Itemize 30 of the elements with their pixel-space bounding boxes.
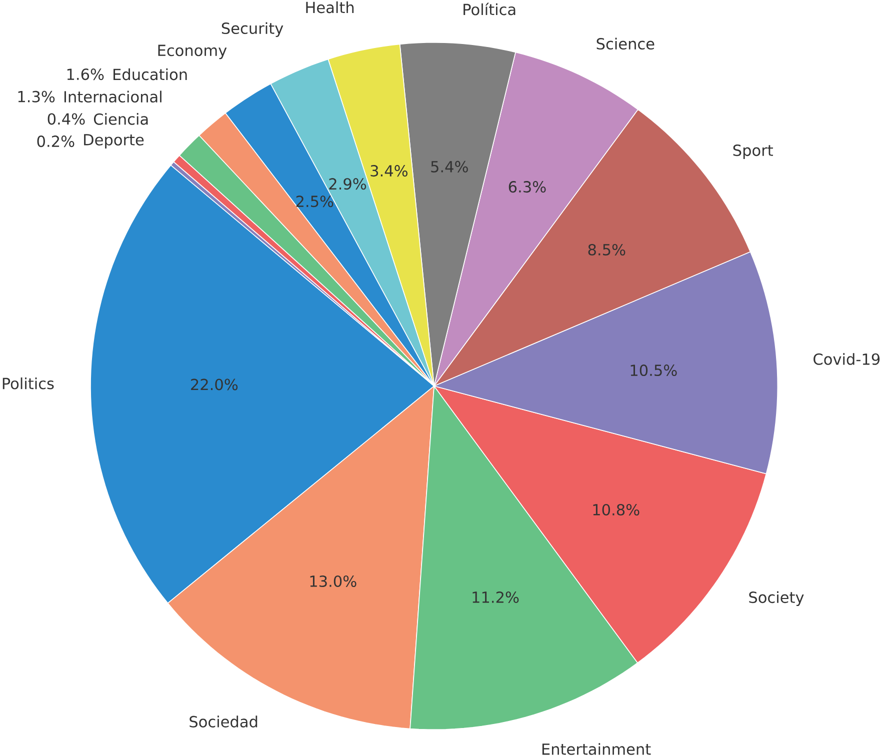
data-label: 22.0% — [191, 378, 238, 390]
slice-label: Covid-19 — [814, 352, 880, 365]
data-label: 3.4% — [370, 164, 408, 176]
data-label: 1.6% — [67, 68, 104, 80]
data-label: 13.0% — [310, 575, 356, 587]
data-label: 2.9% — [329, 178, 366, 190]
data-label: 1.3% — [18, 90, 55, 102]
data-label: 10.8% — [593, 504, 640, 516]
data-label: 0.4% — [48, 113, 85, 125]
data-label: 10.5% — [630, 364, 677, 376]
slice-label: Entertainment — [542, 742, 651, 755]
data-label: 6.3% — [508, 180, 546, 192]
slice-label: Education — [114, 68, 187, 80]
slice-label: Security — [222, 22, 284, 37]
data-label: 2.5% — [296, 195, 334, 208]
slice-label: Deporte — [84, 134, 144, 148]
data-label: 11.2% — [472, 591, 519, 603]
slice-label: Ciencia — [94, 112, 148, 125]
slice-label: Sport — [733, 144, 773, 159]
slice-label: Internacional — [64, 90, 162, 102]
data-label: 0.2% — [37, 135, 74, 147]
slice-label: Política — [464, 2, 516, 16]
slice-label: Society — [749, 591, 804, 606]
data-label: 8.5% — [588, 244, 626, 256]
slice-label: Sociedad — [190, 715, 258, 728]
data-label: 5.4% — [431, 160, 468, 172]
slice-label: Politics — [2, 377, 54, 390]
slice-label: Economy — [158, 44, 227, 59]
slice-label: Science — [596, 38, 654, 50]
slice-label: Health — [306, 1, 354, 14]
